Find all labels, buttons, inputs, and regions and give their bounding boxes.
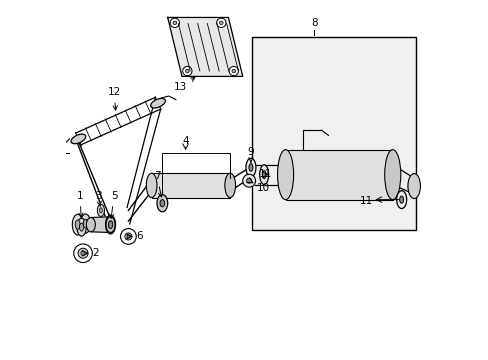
- Ellipse shape: [81, 214, 90, 233]
- Ellipse shape: [396, 191, 406, 208]
- Circle shape: [81, 251, 85, 255]
- Ellipse shape: [99, 208, 102, 213]
- Text: 4: 4: [182, 136, 188, 146]
- Ellipse shape: [146, 173, 157, 198]
- Ellipse shape: [97, 204, 104, 216]
- Ellipse shape: [105, 215, 115, 234]
- Ellipse shape: [407, 174, 420, 199]
- Ellipse shape: [72, 214, 83, 235]
- Circle shape: [246, 178, 251, 183]
- Ellipse shape: [77, 218, 86, 236]
- Circle shape: [242, 174, 255, 187]
- Ellipse shape: [71, 134, 85, 144]
- Bar: [151, 173, 230, 198]
- Text: 10: 10: [257, 183, 269, 193]
- Ellipse shape: [80, 223, 83, 231]
- Ellipse shape: [384, 150, 400, 200]
- Ellipse shape: [157, 195, 167, 212]
- Ellipse shape: [86, 217, 95, 232]
- Ellipse shape: [160, 200, 164, 207]
- Circle shape: [170, 18, 179, 27]
- Text: 7: 7: [153, 171, 163, 197]
- Text: 8: 8: [310, 18, 317, 28]
- Text: 11: 11: [259, 168, 272, 179]
- Ellipse shape: [259, 165, 268, 184]
- Polygon shape: [91, 217, 110, 233]
- Ellipse shape: [83, 219, 88, 228]
- Circle shape: [121, 229, 136, 244]
- Ellipse shape: [106, 217, 115, 233]
- Circle shape: [219, 21, 223, 24]
- Polygon shape: [167, 18, 242, 76]
- Ellipse shape: [262, 171, 265, 179]
- Bar: [251, 37, 415, 230]
- Text: 2: 2: [93, 248, 99, 258]
- Text: 13: 13: [173, 77, 194, 92]
- Ellipse shape: [245, 158, 255, 177]
- Ellipse shape: [277, 150, 293, 200]
- Text: 6: 6: [136, 231, 143, 242]
- Circle shape: [124, 233, 132, 240]
- Circle shape: [183, 66, 192, 76]
- Text: 3: 3: [95, 191, 101, 207]
- Circle shape: [173, 21, 176, 24]
- Ellipse shape: [248, 164, 252, 171]
- Circle shape: [229, 66, 238, 76]
- Circle shape: [127, 235, 130, 238]
- Ellipse shape: [108, 221, 112, 229]
- Text: 9: 9: [247, 147, 254, 163]
- Ellipse shape: [150, 98, 165, 108]
- Ellipse shape: [75, 220, 80, 229]
- Ellipse shape: [224, 173, 235, 198]
- Text: 12: 12: [107, 87, 121, 110]
- Ellipse shape: [399, 196, 403, 203]
- Circle shape: [231, 69, 235, 73]
- Bar: [285, 150, 392, 200]
- Text: 5: 5: [109, 191, 117, 218]
- Circle shape: [74, 244, 92, 262]
- Circle shape: [78, 248, 88, 258]
- Circle shape: [216, 18, 225, 27]
- Text: 11: 11: [359, 197, 372, 206]
- Text: 1: 1: [77, 191, 83, 217]
- Circle shape: [185, 69, 189, 73]
